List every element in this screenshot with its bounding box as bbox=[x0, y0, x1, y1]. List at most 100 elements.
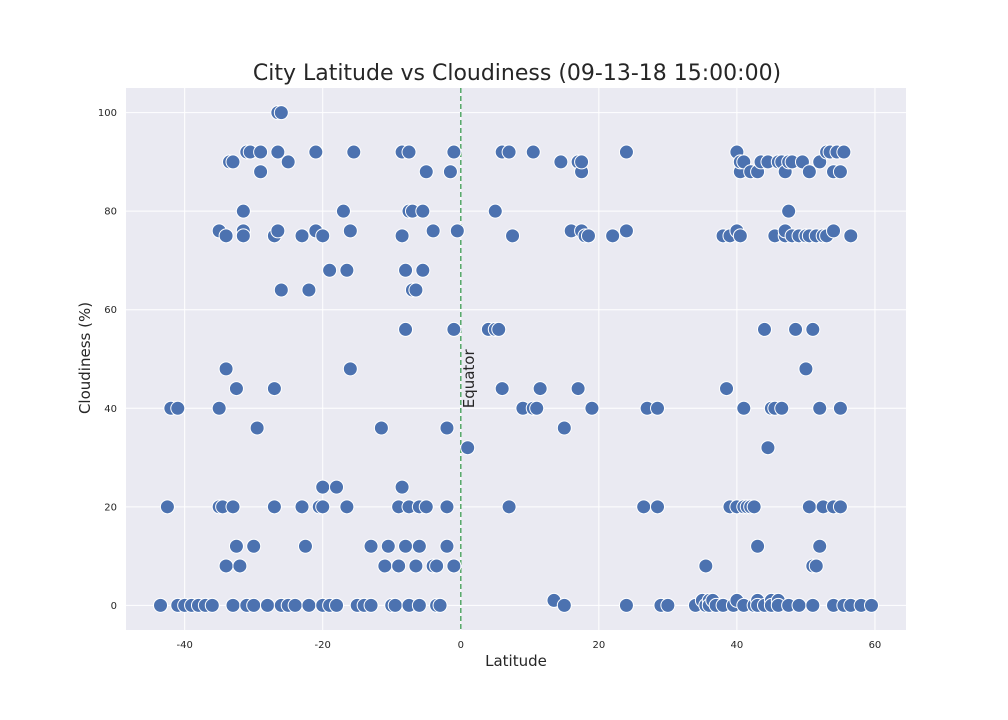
data-point bbox=[863, 597, 879, 613]
data-point bbox=[425, 223, 441, 239]
data-point bbox=[408, 558, 424, 574]
data-point bbox=[449, 223, 465, 239]
data-point bbox=[218, 228, 234, 244]
data-point bbox=[812, 400, 828, 416]
data-point bbox=[618, 597, 634, 613]
data-point bbox=[280, 154, 296, 170]
data-point bbox=[432, 597, 448, 613]
data-point bbox=[170, 400, 186, 416]
data-point bbox=[329, 479, 345, 495]
data-point bbox=[394, 479, 410, 495]
data-point bbox=[781, 203, 797, 219]
data-point bbox=[308, 144, 324, 160]
data-point bbox=[736, 400, 752, 416]
data-point bbox=[235, 228, 251, 244]
data-point bbox=[246, 538, 262, 554]
data-point bbox=[798, 361, 814, 377]
data-point bbox=[260, 597, 276, 613]
data-point bbox=[294, 228, 310, 244]
equator-annotation: Equator bbox=[460, 349, 478, 409]
data-point bbox=[732, 228, 748, 244]
x-tick-label: -20 bbox=[315, 640, 331, 651]
data-point bbox=[335, 203, 351, 219]
data-point bbox=[801, 164, 817, 180]
data-point bbox=[270, 144, 286, 160]
data-point bbox=[225, 597, 241, 613]
data-point bbox=[211, 400, 227, 416]
data-point bbox=[315, 228, 331, 244]
data-point bbox=[446, 321, 462, 337]
data-point bbox=[843, 228, 859, 244]
data-point bbox=[418, 499, 434, 515]
data-point bbox=[446, 558, 462, 574]
data-point bbox=[225, 154, 241, 170]
data-point bbox=[415, 262, 431, 278]
data-point bbox=[398, 321, 414, 337]
x-tick-label: 60 bbox=[869, 640, 882, 651]
data-point bbox=[505, 228, 521, 244]
x-tick-label: -40 bbox=[177, 640, 193, 651]
data-point bbox=[446, 144, 462, 160]
data-point bbox=[363, 597, 379, 613]
data-point bbox=[791, 597, 807, 613]
data-point bbox=[808, 558, 824, 574]
data-point bbox=[401, 144, 417, 160]
data-point bbox=[391, 558, 407, 574]
y-tick-label: 60 bbox=[104, 305, 117, 316]
data-point bbox=[339, 499, 355, 515]
data-point bbox=[556, 597, 572, 613]
data-point bbox=[801, 499, 817, 515]
data-point bbox=[556, 420, 572, 436]
data-point bbox=[408, 282, 424, 298]
data-point bbox=[394, 228, 410, 244]
data-point bbox=[415, 203, 431, 219]
data-point bbox=[301, 597, 317, 613]
data-point bbox=[273, 282, 289, 298]
data-point bbox=[398, 262, 414, 278]
data-point bbox=[429, 558, 445, 574]
data-point bbox=[836, 144, 852, 160]
data-point bbox=[805, 597, 821, 613]
x-tick-label: 40 bbox=[731, 640, 744, 651]
data-point bbox=[218, 558, 234, 574]
data-point bbox=[832, 400, 848, 416]
x-tick-label: 20 bbox=[592, 640, 605, 651]
data-point bbox=[580, 228, 596, 244]
data-point bbox=[342, 223, 358, 239]
data-point bbox=[460, 440, 476, 456]
data-point bbox=[788, 321, 804, 337]
data-point bbox=[529, 400, 545, 416]
data-point bbox=[618, 223, 634, 239]
data-point bbox=[491, 321, 507, 337]
data-point bbox=[339, 262, 355, 278]
data-point bbox=[273, 105, 289, 121]
data-point bbox=[363, 538, 379, 554]
data-point bbox=[698, 558, 714, 574]
data-point bbox=[660, 597, 676, 613]
data-point bbox=[574, 154, 590, 170]
data-point bbox=[411, 538, 427, 554]
data-point bbox=[584, 400, 600, 416]
data-point bbox=[525, 144, 541, 160]
data-point bbox=[719, 381, 735, 397]
data-point bbox=[228, 381, 244, 397]
data-point bbox=[218, 361, 234, 377]
data-point bbox=[225, 499, 241, 515]
data-point bbox=[553, 154, 569, 170]
data-point bbox=[832, 499, 848, 515]
data-point bbox=[532, 381, 548, 397]
data-point bbox=[253, 164, 269, 180]
data-point bbox=[153, 597, 169, 613]
data-point bbox=[442, 164, 458, 180]
y-tick-label: 40 bbox=[104, 404, 117, 415]
data-point bbox=[266, 381, 282, 397]
data-point bbox=[439, 538, 455, 554]
data-point bbox=[315, 499, 331, 515]
data-point bbox=[636, 499, 652, 515]
tick-labels: -40 -20 0 20 40 60 0 20 40 60 80 100 bbox=[98, 108, 881, 651]
y-tick-label: 0 bbox=[111, 601, 117, 612]
data-point bbox=[235, 203, 251, 219]
data-point bbox=[650, 400, 666, 416]
data-point bbox=[418, 164, 434, 180]
